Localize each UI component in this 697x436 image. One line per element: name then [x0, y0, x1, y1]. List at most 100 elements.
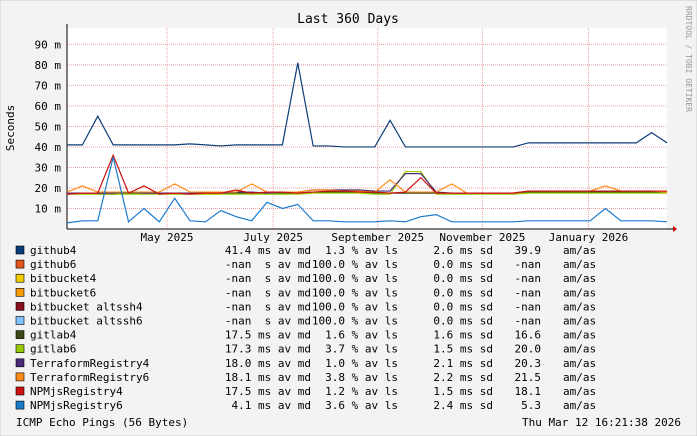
legend-swatch: [15, 287, 25, 297]
legend-swatch: [15, 386, 25, 396]
legend-stat: 17.5 ms av md: [225, 329, 311, 342]
legend-label: bitbucket altssh4: [30, 300, 143, 313]
footer-right: Thu Mar 12 16:21:38 2026: [522, 416, 681, 429]
y-tick-label: 60 m: [35, 100, 62, 113]
y-tick-label: 50 m: [35, 120, 62, 133]
x-tick-label: May 2025: [141, 231, 194, 244]
y-tick-label: 80 m: [35, 59, 62, 72]
legend-stat: 100.0 % av ls: [312, 300, 398, 313]
y-tick-label: 10 m: [35, 202, 62, 215]
legend-stat: 20.0: [515, 343, 542, 356]
legend-stat: am/as: [563, 244, 596, 257]
legend-swatch: [15, 400, 25, 410]
legend-stat: am/as: [563, 258, 596, 271]
legend-stat: 1.2 % av ls: [325, 385, 398, 398]
legend-stat: 18.0 ms av md: [225, 357, 311, 370]
legend-stat: 39.9: [515, 244, 542, 257]
legend-stat: 3.8 % av ls: [325, 371, 398, 384]
legend-stat: am/as: [563, 329, 596, 342]
legend-stat: 18.1 ms av md: [225, 371, 311, 384]
legend-stat: 3.6 % av ls: [325, 399, 398, 412]
legend-stat: 17.5 ms av md: [225, 385, 311, 398]
legend-stat: am/as: [563, 357, 596, 370]
legend-stat: -nan s av md: [225, 258, 311, 271]
series-line: [66, 153, 667, 195]
legend-label: github4: [30, 244, 77, 257]
legend-stat: 0.0 ms sd: [433, 286, 493, 299]
legend-swatch: [15, 372, 25, 382]
legend-stat: 2.1 ms sd: [433, 357, 493, 370]
legend-stat: 100.0 % av ls: [312, 286, 398, 299]
legend-stat: 2.4 ms sd: [433, 399, 493, 412]
legend-stat: am/as: [563, 399, 596, 412]
legend-stat: -nan: [515, 258, 542, 271]
legend-label: NPMjsRegistry6: [30, 399, 123, 412]
legend-label: NPMjsRegistry4: [30, 385, 123, 398]
legend-stat: -nan: [515, 315, 542, 328]
x-tick-label: January 2026: [549, 231, 628, 244]
x-tick-label: November 2025: [439, 231, 525, 244]
legend-label: gitlab6: [30, 343, 76, 356]
legend-stat: am/as: [563, 385, 596, 398]
side-label: RRDTOOL / TOBI OETIKER: [684, 6, 693, 112]
legend-stat: 100.0 % av ls: [312, 315, 398, 328]
axis-arrow: [673, 226, 677, 232]
y-tick-label: 70 m: [35, 79, 62, 92]
y-axis-label: Seconds: [4, 105, 17, 151]
legend-label: bitbucket4: [30, 272, 97, 285]
legend-stat: 2.6 ms sd: [433, 244, 493, 257]
legend-stat: 5.3: [521, 399, 541, 412]
y-tick-label: 20 m: [35, 182, 62, 195]
legend-stat: 1.5 ms sd: [433, 343, 493, 356]
legend-stat: 0.0 ms sd: [433, 272, 493, 285]
legend-swatch: [15, 358, 25, 368]
legend-stat: 1.6 ms sd: [433, 329, 493, 342]
legend-stat: 20.3: [515, 357, 542, 370]
legend-stat: 18.1: [515, 385, 542, 398]
legend-stat: 17.3 ms av md: [225, 343, 311, 356]
legend-stat: am/as: [563, 315, 596, 328]
y-tick-label: 30 m: [35, 161, 62, 174]
legend-label: github6: [30, 258, 76, 271]
legend-stat: 0.0 ms sd: [433, 300, 493, 313]
legend-stat: -nan: [515, 286, 542, 299]
x-tick-label: July 2025: [243, 231, 303, 244]
legend-swatch: [15, 273, 25, 283]
footer-left: ICMP Echo Pings (56 Bytes): [16, 416, 188, 429]
legend-stat: 4.1 ms av md: [232, 399, 311, 412]
legend-stat: 2.2 ms sd: [433, 371, 493, 384]
legend-stat: -nan s av md: [225, 272, 311, 285]
legend-label: bitbucket6: [30, 286, 96, 299]
plot-area: [67, 28, 667, 229]
legend-swatch: [15, 259, 25, 269]
legend-label: TerraformRegistry4: [30, 357, 150, 370]
legend-stat: 21.5: [515, 371, 542, 384]
chart-title: Last 360 Days: [297, 12, 399, 27]
legend-label: TerraformRegistry6: [30, 371, 149, 384]
legend-stat: am/as: [563, 272, 596, 285]
legend-stat: -nan: [515, 300, 542, 313]
x-tick-label: September 2025: [331, 231, 424, 244]
legend-stat: 1.0 % av ls: [325, 357, 398, 370]
series-line: [67, 62, 668, 148]
legend-swatch: [15, 316, 25, 325]
legend-stat: 100.0 % av ls: [312, 258, 398, 271]
legend-stat: am/as: [563, 371, 596, 384]
legend-label: bitbucket altssh6: [30, 315, 143, 328]
legend-stat: 41.4 ms av md: [225, 244, 311, 257]
legend-label: gitlab4: [30, 329, 77, 342]
legend-swatch: [15, 344, 25, 354]
legend-stat: am/as: [563, 286, 596, 299]
legend-stat: 16.6: [515, 329, 542, 342]
legend-stat: am/as: [563, 300, 596, 313]
legend-stat: 0.0 ms sd: [433, 258, 493, 271]
legend-stat: 0.0 ms sd: [433, 315, 493, 328]
legend-stat: 1.5 ms sd: [433, 385, 493, 398]
y-tick-label: 90 m: [35, 38, 62, 51]
legend-stat: 1.3 % av ls: [325, 244, 398, 257]
legend-stat: -nan s av md: [225, 315, 311, 328]
legend-swatch: [15, 302, 25, 311]
y-tick-label: 40 m: [35, 141, 62, 154]
legend-stat: am/as: [563, 343, 596, 356]
